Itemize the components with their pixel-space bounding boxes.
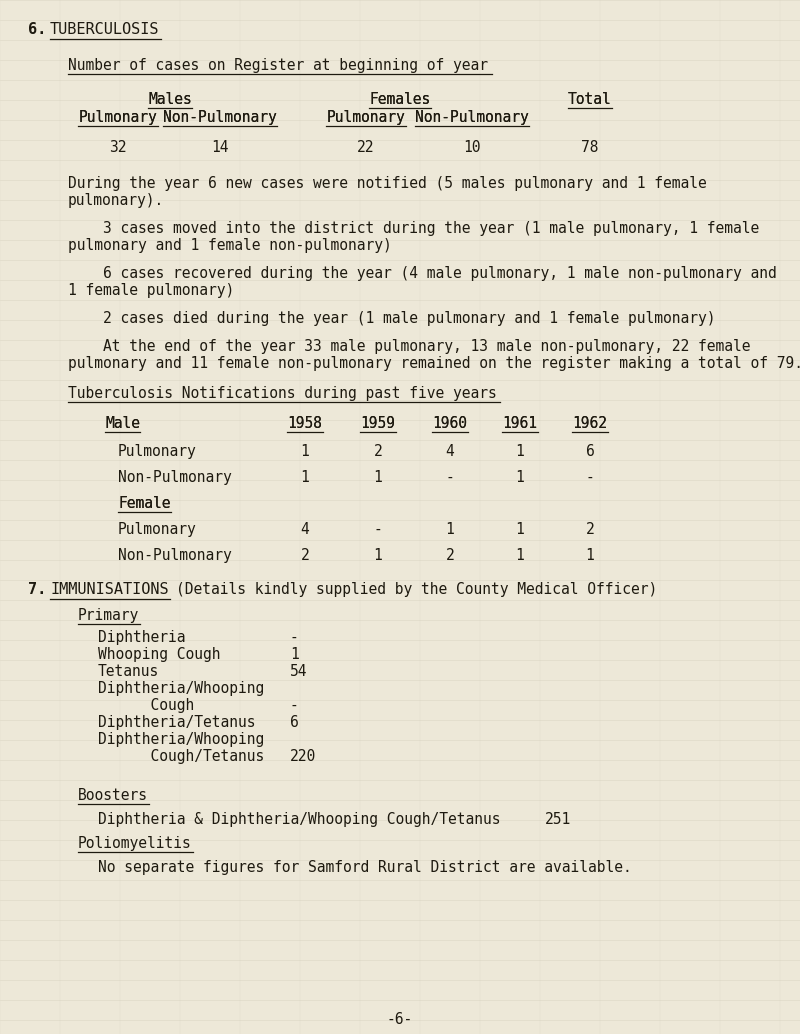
Text: IMMUNISATIONS: IMMUNISATIONS — [50, 582, 169, 597]
Text: pulmonary and 1 female non-pulmonary): pulmonary and 1 female non-pulmonary) — [68, 238, 392, 253]
Text: -: - — [586, 470, 594, 485]
Text: 1960: 1960 — [433, 416, 467, 431]
Text: Total: Total — [568, 92, 612, 107]
Text: -6-: -6- — [387, 1012, 413, 1027]
Text: Male: Male — [105, 416, 140, 431]
Text: 3 cases moved into the district during the year (1 male pulmonary, 1 female: 3 cases moved into the district during t… — [68, 221, 759, 236]
Text: 1958: 1958 — [287, 416, 322, 431]
Text: Poliomyelitis: Poliomyelitis — [78, 837, 192, 851]
Text: At the end of the year 33 male pulmonary, 13 male non-pulmonary, 22 female: At the end of the year 33 male pulmonary… — [68, 339, 750, 354]
Text: 6: 6 — [290, 714, 298, 730]
Text: Number of cases on Register at beginning of year: Number of cases on Register at beginning… — [68, 58, 488, 73]
Text: 54: 54 — [290, 664, 307, 679]
Text: 1: 1 — [446, 522, 454, 537]
Text: Pulmonary: Pulmonary — [326, 110, 406, 125]
Text: Males: Males — [148, 92, 192, 107]
Text: 14: 14 — [211, 140, 229, 155]
Text: Diphtheria/Whooping: Diphtheria/Whooping — [98, 681, 264, 696]
Text: (Details kindly supplied by the County Medical Officer): (Details kindly supplied by the County M… — [176, 582, 658, 597]
Text: 6.: 6. — [28, 22, 46, 37]
Text: 2: 2 — [301, 548, 310, 562]
Text: Female: Female — [118, 496, 170, 511]
Text: Boosters: Boosters — [78, 788, 148, 803]
Text: 32: 32 — [110, 140, 126, 155]
Text: 2: 2 — [446, 548, 454, 562]
Text: 6 cases recovered during the year (4 male pulmonary, 1 male non-pulmonary and: 6 cases recovered during the year (4 mal… — [68, 266, 777, 281]
Text: Pulmonary: Pulmonary — [118, 444, 197, 459]
Text: Primary: Primary — [78, 608, 139, 624]
Text: 1958: 1958 — [287, 416, 322, 431]
Text: Pulmonary: Pulmonary — [326, 110, 406, 125]
Text: 1961: 1961 — [502, 416, 538, 431]
Text: 1: 1 — [374, 548, 382, 562]
Text: 1: 1 — [516, 470, 524, 485]
Text: 2: 2 — [374, 444, 382, 459]
Text: 78: 78 — [582, 140, 598, 155]
Text: Tuberculosis Notifications during past five years: Tuberculosis Notifications during past f… — [68, 386, 497, 401]
Text: -: - — [290, 698, 298, 713]
Text: 1960: 1960 — [433, 416, 467, 431]
Text: Cough: Cough — [98, 698, 194, 713]
Text: 1 female pulmonary): 1 female pulmonary) — [68, 283, 234, 298]
Text: Male: Male — [105, 416, 140, 431]
Text: 7.: 7. — [28, 582, 46, 597]
Text: pulmonary and 11 female non-pulmonary remained on the register making a total of: pulmonary and 11 female non-pulmonary re… — [68, 356, 800, 371]
Text: -: - — [446, 470, 454, 485]
Text: 1: 1 — [290, 647, 298, 662]
Text: 22: 22 — [358, 140, 374, 155]
Text: 1962: 1962 — [573, 416, 607, 431]
Text: 1: 1 — [586, 548, 594, 562]
Text: 251: 251 — [545, 812, 571, 827]
Text: Cough/Tetanus: Cough/Tetanus — [98, 749, 264, 764]
Text: Diphtheria & Diphtheria/Whooping Cough/Tetanus: Diphtheria & Diphtheria/Whooping Cough/T… — [98, 812, 501, 827]
Text: Diphtheria: Diphtheria — [98, 630, 186, 645]
Text: Non-Pulmonary: Non-Pulmonary — [118, 548, 232, 562]
Text: TUBERCULOSIS: TUBERCULOSIS — [50, 22, 159, 37]
Text: 1: 1 — [301, 470, 310, 485]
Text: Non-Pulmonary: Non-Pulmonary — [163, 110, 277, 125]
Text: 4: 4 — [446, 444, 454, 459]
Text: Females: Females — [370, 92, 430, 107]
Text: -: - — [290, 630, 298, 645]
Text: Non-Pulmonary: Non-Pulmonary — [415, 110, 529, 125]
Text: Pulmonary: Pulmonary — [78, 110, 158, 125]
Text: 1: 1 — [301, 444, 310, 459]
Text: 1959: 1959 — [361, 416, 395, 431]
Text: Total: Total — [568, 92, 612, 107]
Text: 10: 10 — [463, 140, 481, 155]
Text: 1: 1 — [374, 470, 382, 485]
Text: 1: 1 — [516, 522, 524, 537]
Text: No separate figures for Samford Rural District are available.: No separate figures for Samford Rural Di… — [98, 860, 632, 875]
Text: 2 cases died during the year (1 male pulmonary and 1 female pulmonary): 2 cases died during the year (1 male pul… — [68, 311, 715, 326]
Text: Males: Males — [148, 92, 192, 107]
Text: 1: 1 — [516, 548, 524, 562]
Text: -: - — [374, 522, 382, 537]
Text: 6: 6 — [586, 444, 594, 459]
Text: Non-Pulmonary: Non-Pulmonary — [118, 470, 232, 485]
Text: Females: Females — [370, 92, 430, 107]
Text: 1959: 1959 — [361, 416, 395, 431]
Text: Pulmonary: Pulmonary — [78, 110, 158, 125]
Text: Diphtheria/Whooping: Diphtheria/Whooping — [98, 732, 264, 747]
Text: 1961: 1961 — [502, 416, 538, 431]
Text: Pulmonary: Pulmonary — [118, 522, 197, 537]
Text: pulmonary).: pulmonary). — [68, 193, 164, 208]
Text: 1: 1 — [516, 444, 524, 459]
Text: During the year 6 new cases were notified (5 males pulmonary and 1 female: During the year 6 new cases were notifie… — [68, 176, 706, 191]
Text: 2: 2 — [586, 522, 594, 537]
Text: Female: Female — [118, 496, 170, 511]
Text: Diphtheria/Tetanus: Diphtheria/Tetanus — [98, 714, 255, 730]
Text: Whooping Cough: Whooping Cough — [98, 647, 221, 662]
Text: 220: 220 — [290, 749, 316, 764]
Text: Non-Pulmonary: Non-Pulmonary — [163, 110, 277, 125]
Text: 4: 4 — [301, 522, 310, 537]
Text: Non-Pulmonary: Non-Pulmonary — [415, 110, 529, 125]
Text: Tetanus: Tetanus — [98, 664, 159, 679]
Text: 1962: 1962 — [573, 416, 607, 431]
